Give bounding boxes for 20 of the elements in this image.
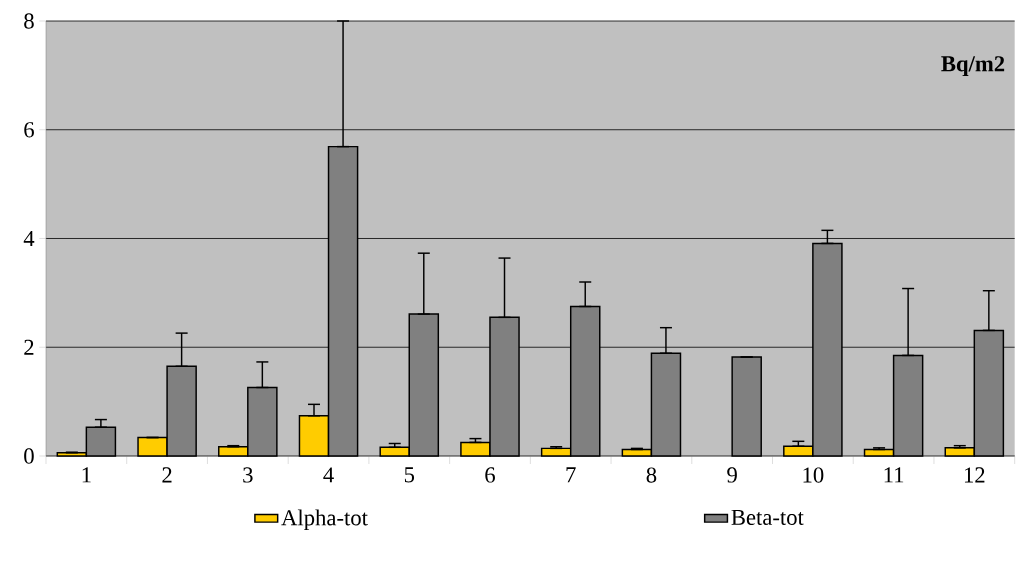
x-tick-label: 10 (803, 467, 824, 483)
legend-label: Beta-tot (731, 509, 804, 525)
legend-label: Alpha-tot (281, 509, 368, 531)
y-tick-label: 2 (24, 339, 34, 355)
x-tick-label: 11 (884, 467, 904, 483)
y-tick-label: 0 (24, 448, 34, 464)
x-tick-label: 7 (566, 467, 576, 483)
y-tick-label: 8 (24, 13, 34, 29)
x-tick-label: 3 (243, 467, 253, 483)
x-tick-label: 5 (404, 467, 415, 483)
y-axis-title: Bq/m2 (941, 56, 1005, 77)
x-tick-label: 6 (485, 467, 495, 483)
x-tick-label: 4 (323, 467, 334, 483)
x-tick-label: 9 (727, 467, 737, 483)
x-tick-label: 1 (82, 467, 91, 483)
x-tick-label: 2 (162, 467, 172, 483)
x-tick-label: 8 (646, 467, 657, 483)
y-tick-label: 6 (24, 122, 34, 138)
y-tick-label: 4 (23, 231, 35, 246)
x-tick-label: 12 (964, 467, 985, 483)
